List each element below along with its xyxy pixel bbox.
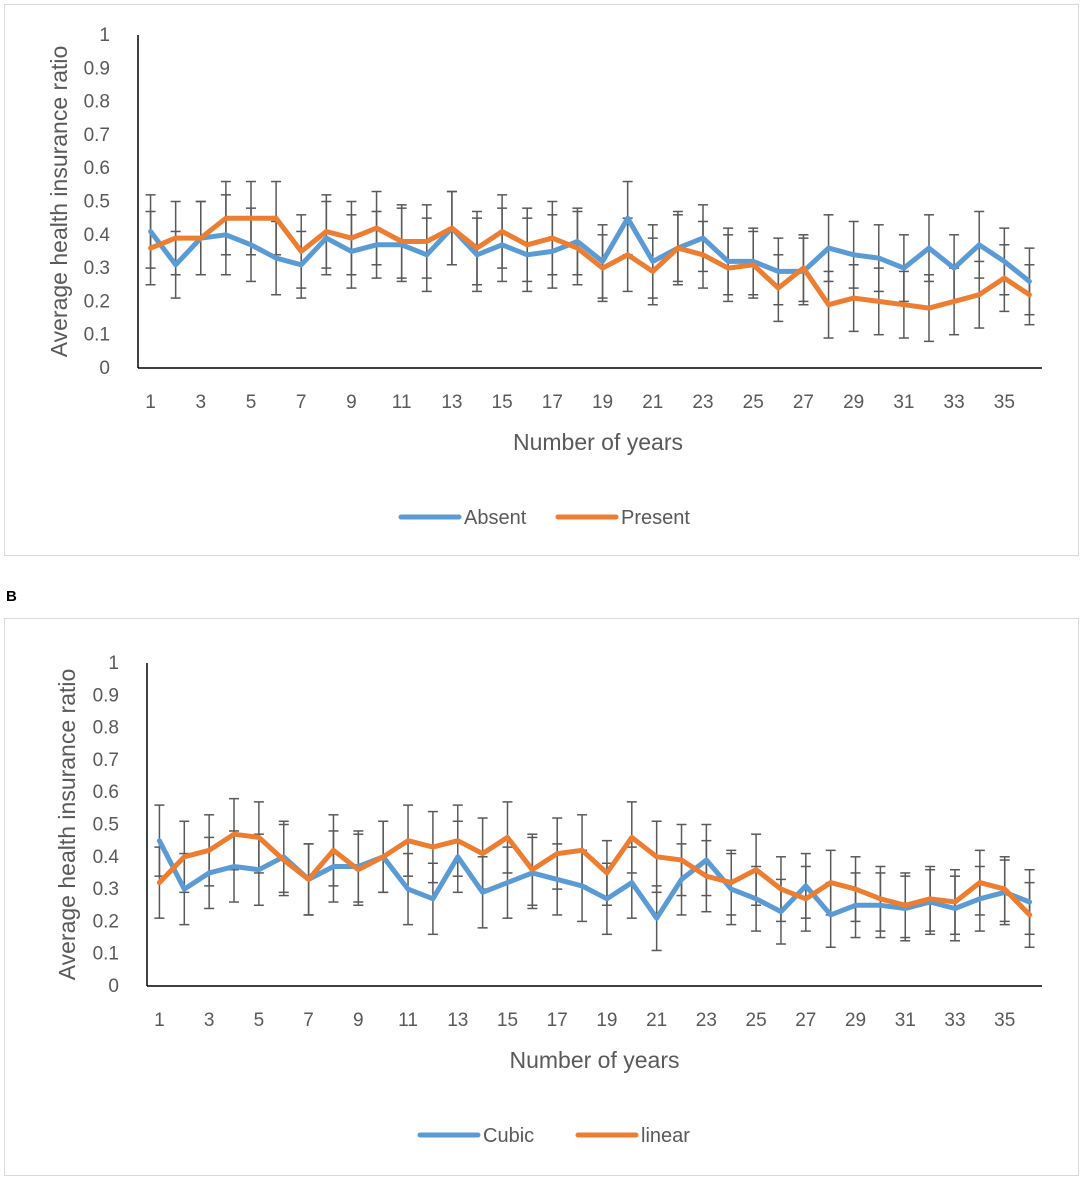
x-tick-label: 15 [492,392,513,413]
chart-b-svg: 00.10.20.30.40.50.60.70.80.911 3 5 7 9 11 13 15… [54,653,1042,1147]
x-tick-label: 33 [944,1010,965,1031]
x-tick-label: 17 [547,1010,568,1031]
x-tick-label: 23 [696,1010,717,1031]
x-tick-label: 29 [843,392,864,413]
y-tick-label: 0.7 [84,125,110,146]
panel-label-b: B [6,588,17,605]
y-tick-label: 0.3 [93,879,119,900]
legend: Cubic linear [417,1125,690,1147]
y-tick-label: 0.9 [93,685,119,706]
x-tick-label: 21 [642,392,663,413]
y-tick-label: 0.1 [93,944,119,965]
x-tick-label: 27 [793,392,814,413]
x-tick-label: 15 [497,1010,518,1031]
y-tick-label: 0.6 [84,158,110,179]
series-line-absent [148,215,1032,284]
x-tick-label: 9 [353,1010,364,1031]
error-bars-cubic [154,804,1035,952]
x-tick-label: 13 [447,1010,468,1031]
y-tick-label: 0.3 [84,258,110,279]
y-tick-label: 0.7 [93,750,119,771]
series-line-present [148,215,1032,311]
y-tick-label: 0.5 [93,815,119,836]
legend-label-cubic: Cubic [483,1125,534,1147]
x-tick-label: 35 [994,1010,1015,1031]
x-tick-label: 23 [692,392,713,413]
x-tick-label: 3 [204,1010,215,1031]
x-tick-label: 5 [254,1010,265,1031]
y-tick-label: 1 [99,25,110,46]
y-tick-label: 0 [108,976,119,997]
y-tick-label: 0.8 [93,718,119,739]
x-tick-label: 3 [195,392,206,413]
y-tick-label: 0.4 [84,225,111,246]
x-tick-label: 1 [154,1010,165,1031]
x-tick-label: 31 [895,1010,916,1031]
x-tick-label: 21 [646,1010,667,1031]
y-tick-label: 1 [108,653,119,674]
error-bars-present [145,180,1035,343]
x-tick-label: 33 [944,392,965,413]
x-tick-label: 13 [441,392,462,413]
x-tick-label: 25 [746,1010,767,1031]
series-line-cubic [156,838,1033,921]
y-tick-label: 0.8 [84,92,110,113]
y-tick-label: 0.1 [84,325,110,346]
y-axis-title: Average health insurance ratio [54,669,80,981]
x-tick-label: 29 [845,1010,866,1031]
x-tick-label: 35 [994,392,1015,413]
legend: Absent Present [398,507,690,529]
legend-label-absent: Absent [464,507,527,529]
x-tick-label: 11 [392,392,412,413]
y-tick-label: 0.6 [93,782,119,803]
chart-a-svg: 00.10.20.30.40.50.60.70.80.911 3 5 7 9 11 13 15… [46,25,1042,529]
x-tick-label: 31 [893,392,914,413]
legend-label-present: Present [621,507,690,529]
error-bars-absent [145,180,1035,316]
x-tick-label: 27 [795,1010,816,1031]
chart-panel-a: 0 0.1 0.2 0.3 0.4 0.5 0.6 0.7 0.8 0.9 1 1 3 5 7 9 11 13 15… [4,4,1079,556]
x-tick-label: 9 [346,392,357,413]
x-tick-label: 7 [296,392,307,413]
x-tick-label: 25 [743,392,764,413]
y-axis-title: Average health insurance ratio [46,46,72,358]
y-tick-label: 0.2 [93,911,119,932]
x-tick-label: 17 [542,392,563,413]
x-tick-label: 7 [303,1010,314,1031]
x-tick-label: 5 [246,392,257,413]
x-axis-title: Number of years [513,429,683,455]
x-tick-label: 1 [145,392,156,413]
x-tick-label: 19 [592,392,613,413]
x-tick-label: 11 [398,1010,418,1031]
y-tick-label: 0 [99,358,110,379]
y-tick-label: 0.9 [84,58,110,79]
series-line-linear [156,831,1033,918]
y-tick-label: 0.5 [84,192,110,213]
y-tick-label: 0.2 [84,291,110,312]
y-tick-label: 0.4 [93,847,120,868]
legend-label-linear: linear [641,1125,690,1147]
x-tick-label: 19 [596,1010,617,1031]
chart-panel-b: 0 0.1 0.2 0.3 0.4 0.5 0.6 0.7 0.8 0.9 1 1 3 5 7 9 11 13 15… [4,618,1079,1176]
x-axis-title: Number of years [509,1047,679,1073]
